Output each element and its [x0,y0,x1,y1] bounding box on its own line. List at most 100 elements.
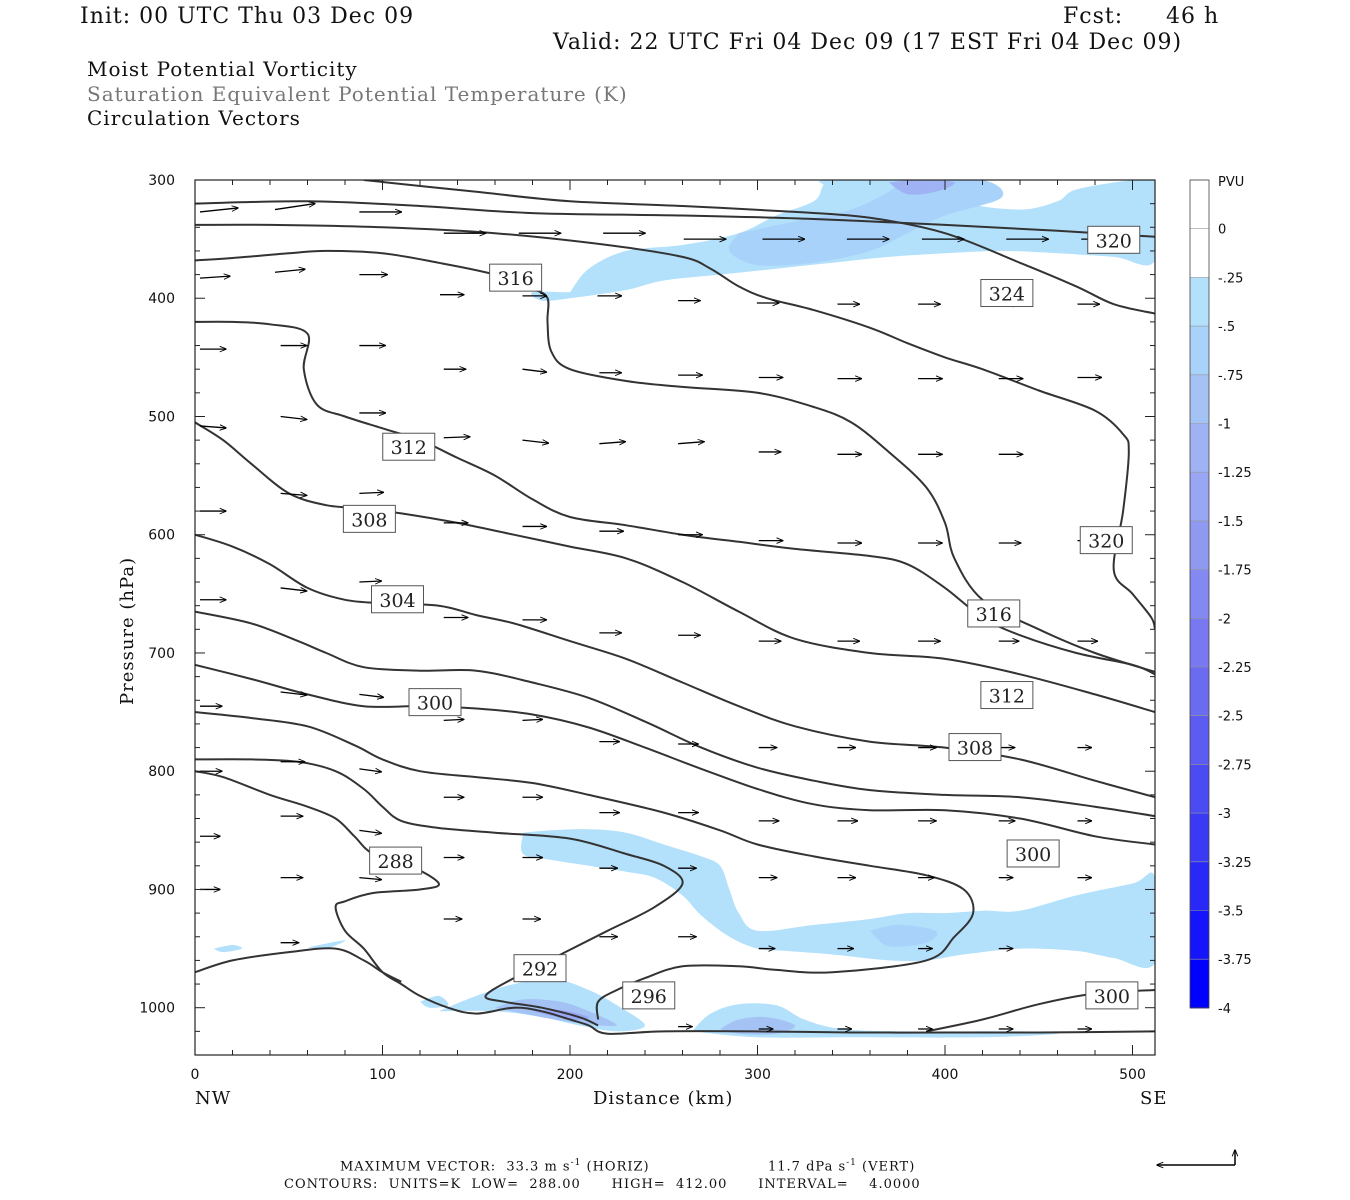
circulation-vector [280,588,307,591]
circulation-vector [280,692,307,695]
contour-label-text: 312 [989,686,1025,708]
pv-shade-region [888,180,955,195]
circulation-vector [522,440,549,443]
circulation-vector [359,830,381,833]
contour-label-box [980,279,1034,308]
contour-label-text: 320 [1096,230,1132,252]
colorbar-label: -.75 [1218,369,1243,384]
x-end-label-nw: NW [195,1088,231,1109]
colorbar-label: -3.25 [1218,856,1252,871]
theta-contour-308 [195,533,1155,799]
contour-label-box [342,504,396,533]
colorbar-label: -3.5 [1218,905,1243,920]
colorbar-cell [1190,813,1209,863]
colorbar-cell [1190,910,1209,960]
contour-label-text: 296 [631,986,667,1008]
pv-shading-layer [213,180,1155,1038]
forecast-hour: 46 h [1166,4,1220,29]
colorbar-label: -1.5 [1218,515,1243,530]
contour-label-text: 292 [522,959,558,981]
max-vector-vert-line: 11.7 dPa s-1 (VERT) [768,1158,915,1174]
contour-label-text: 316 [497,268,533,290]
colorbar-cell [1190,228,1209,278]
x-tick-label: 500 [1119,1067,1146,1083]
colorbar-cell [1190,764,1209,814]
x-tick-label: 100 [369,1067,396,1083]
colorbar-cell [1190,959,1209,1009]
contour-label-box [371,585,424,614]
colorbar-cell [1190,520,1209,571]
x-tick-label: 300 [744,1067,771,1083]
x-axis-title: Distance (km) [593,1088,733,1109]
x-tick-label: 0 [191,1067,200,1083]
colorbar-cell [1190,472,1209,522]
theta-contour-288 [195,770,1155,1035]
contour-label: 316 [967,599,1021,628]
theta-contour-316 [195,249,1155,673]
circulation-vector [359,878,381,880]
contour-label: 308 [342,504,396,533]
contour-label-text: 300 [417,693,453,715]
colorbar-cell [1190,374,1209,424]
contour-label: 300 [408,688,462,717]
circulation-vector [199,208,238,213]
contour-label-text: 308 [957,738,993,760]
plot-frame [194,179,1156,1056]
theta-contour-324 [195,200,1155,238]
contour-label-box [1079,526,1133,555]
contour-label-text: 300 [1094,986,1130,1008]
max-vector-vert-label: (VERT) [856,1159,916,1175]
contour-label: 288 [369,846,423,875]
circulation-vector [443,437,470,438]
axes-layer: 0 100 200 300 400 500 300 400 500 600 700 800 900 100… [139,173,1155,1083]
circulation-vector [274,269,305,272]
pv-shade-region [307,940,346,949]
circulation-vector [199,276,230,278]
contour-label: 320 [1087,225,1141,254]
max-vector-line: MAXIMUM VECTOR: 33.3 m s-1 (HORIZ) [340,1158,650,1174]
contour-label-text: 308 [351,509,387,531]
colorbar-cell [1190,715,1209,765]
contour-label: 324 [980,279,1034,308]
contour-label-box [1085,981,1139,1010]
y-tick-label: 700 [148,646,175,662]
y-axis-title: Pressure (hPa) [117,557,138,705]
pv-shade-region [521,829,1155,968]
theta-contour-288 [195,947,402,983]
contour-label-text: 316 [976,604,1012,626]
colorbar-frame [1189,179,1210,1009]
circulation-vector [280,493,307,495]
contour-label: 308 [948,733,1002,762]
colorbar-cell [1190,569,1209,619]
reference-vector-icon [1157,1150,1235,1165]
contour-label: 292 [513,954,567,983]
colorbar-cell [1190,861,1209,911]
circulation-vector [359,694,383,697]
contour-label-box [980,681,1034,710]
colorbar-cell [1190,277,1209,327]
field-title-theta: Saturation Equivalent Potential Temperat… [87,82,628,106]
colorbar-cell [1190,326,1209,376]
contour-label-text: 324 [989,284,1025,306]
colorbar-label: -.5 [1218,320,1235,335]
colorbar-label: -3 [1218,807,1231,822]
contour-label-layer: 316 324 320 312 308 320 304 316 312 300 308 288 300 2… [342,225,1141,1010]
circulation-vector [199,426,226,428]
colorbar-label: -1.25 [1218,466,1252,481]
y-tick-label: 500 [148,409,175,425]
circulation-vector [274,204,315,211]
circulation-vector [280,416,307,419]
circulation-vector [359,769,381,772]
y-tick-label: 800 [148,764,175,780]
contour-label-box [967,599,1021,628]
pv-shade-region [728,180,1004,266]
circulation-vector [359,581,381,582]
theta-contour-300 [195,663,1155,846]
pv-shade-region [870,924,938,947]
x-end-label-se: SE [1140,1088,1167,1109]
theta-contour-292 [195,758,684,1027]
contour-label-box [1006,839,1060,868]
forecast-label: Fcst: [1063,4,1124,29]
colorbar-label: -2.75 [1218,758,1252,773]
circulation-vector [522,719,543,720]
